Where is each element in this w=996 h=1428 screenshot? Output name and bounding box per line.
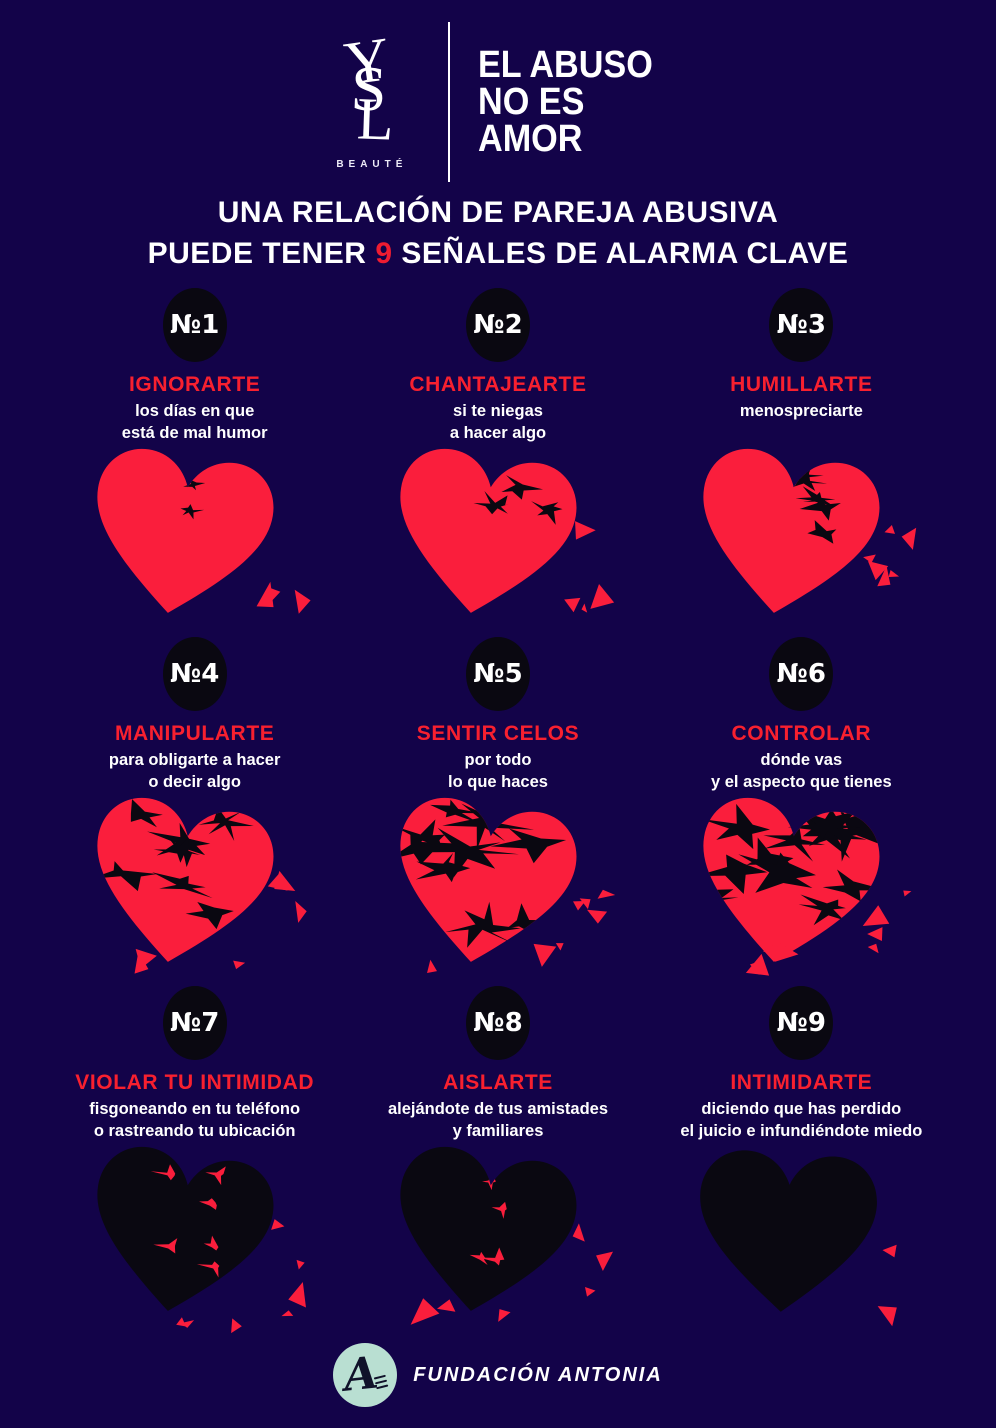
warning-sign-card-4: №4 MANIPULARTE para obligarte a hacer o …	[43, 637, 346, 986]
item-subtitle-line: a hacer algo	[449, 424, 547, 443]
item-subtitle-line: si te niegas	[453, 402, 543, 420]
warning-sign-card-5: №5 SENTIR CELOS por todo lo que haces	[346, 637, 649, 986]
item-number-badge: №4	[162, 637, 227, 711]
item-subtitle-line: lo que haces	[448, 773, 548, 792]
broken-heart-icon	[703, 448, 917, 613]
item-title: VIOLAR TU INTIMIDAD	[75, 1071, 315, 1094]
item-title: CONTROLAR	[731, 722, 872, 745]
item-subtitle-line: está de mal humor	[121, 424, 268, 443]
item-subtitle: alejándote de tus amistades y familiares	[388, 1098, 608, 1146]
item-subtitle-line: por todo	[464, 751, 532, 769]
warning-sign-card-8: №8 AISLARTE alejándote de tus amistades …	[346, 986, 649, 1335]
fundacion-antonia-logo-icon: A	[333, 1343, 398, 1407]
monogram-letter-l: L	[355, 84, 395, 153]
campaign-title: EL ABUSO NO ES AMOR	[477, 43, 653, 160]
item-title: INTIMIDARTE	[730, 1071, 873, 1094]
warning-sign-card-9: №9 INTIMIDARTE diciendo que has perdido …	[650, 986, 953, 1335]
item-subtitle-line: menospreciarte	[739, 402, 863, 420]
ysl-brand-logo: Y S L BEAUTÉ	[324, 25, 420, 170]
item-subtitle: si te niegas a hacer algo	[450, 400, 546, 448]
item-title: AISLARTE	[443, 1071, 553, 1094]
footer: A FUNDACIÓN ANTONIA	[0, 1339, 996, 1411]
page-title-line2: PUEDE TENER 9 SEÑALES DE ALARMA CLAVE	[0, 233, 996, 274]
item-subtitle: menospreciarte	[740, 400, 863, 448]
warning-sign-card-7: №7 VIOLAR TU INTIMIDAD fisgoneando en tu…	[43, 986, 346, 1335]
item-subtitle-line: o decir algo	[148, 773, 241, 792]
item-title: CHANTAJEARTE	[409, 373, 587, 396]
item-subtitle-line: y el aspecto que tienes	[711, 773, 892, 792]
item-subtitle-line: diciendo que has perdido	[701, 1100, 902, 1118]
item-subtitle-line: los días en que	[135, 402, 255, 420]
item-number-badge: №2	[465, 288, 530, 362]
item-subtitle: fisgoneando en tu teléfono o rastreando …	[89, 1098, 300, 1146]
header: Y S L BEAUTÉ EL ABUSO NO ES AMOR	[0, 0, 996, 182]
broken-heart-icon	[400, 448, 615, 613]
item-title: MANIPULARTE	[114, 722, 275, 745]
item-number-badge: №8	[465, 986, 530, 1060]
logo-accent-lines	[373, 1372, 389, 1392]
campaign-line: AMOR	[477, 117, 583, 160]
ysl-monogram-icon: Y S L	[327, 25, 417, 155]
item-subtitle: dónde vas y el aspecto que tienes	[711, 749, 892, 797]
item-subtitle-line: alejándote de tus amistades	[387, 1100, 609, 1118]
brand-subtext: BEAUTÉ	[336, 158, 408, 170]
title-number-9: 9	[375, 237, 393, 270]
item-number-badge: №9	[769, 986, 834, 1060]
item-subtitle: para obligarte a hacer o decir algo	[109, 749, 281, 797]
warning-signs-grid: №1 IGNORARTE los días en que está de mal…	[43, 288, 953, 1335]
item-subtitle-line: fisgoneando en tu teléfono	[89, 1100, 301, 1118]
item-number-badge: №5	[465, 637, 530, 711]
org-name: FUNDACIÓN ANTONIA	[413, 1363, 663, 1386]
item-title: IGNORARTE	[128, 373, 261, 396]
header-divider	[447, 22, 450, 182]
title-line2-post: SEÑALES DE ALARMA CLAVE	[392, 237, 849, 270]
item-subtitle: por todo lo que haces	[448, 749, 548, 797]
page-title: UNA RELACIÓN DE PAREJA ABUSIVA PUEDE TEN…	[0, 192, 996, 274]
warning-sign-card-3: №3 HUMILLARTE menospreciarte	[650, 288, 953, 637]
item-title: SENTIR CELOS	[416, 722, 580, 745]
item-subtitle: los días en que está de mal humor	[122, 400, 268, 448]
item-number-badge: №1	[162, 288, 227, 362]
item-subtitle: diciendo que has perdido el juicio e inf…	[680, 1098, 922, 1146]
item-subtitle-line: o rastreando tu ubicación	[93, 1122, 296, 1141]
campaign-line: EL ABUSO	[477, 43, 653, 86]
item-number-badge: №7	[162, 986, 227, 1060]
campaign-line: NO ES	[477, 80, 585, 123]
black-heart-icon	[700, 1150, 898, 1327]
broken-heart-icon	[387, 797, 616, 974]
warning-sign-card-1: №1 IGNORARTE los días en que está de mal…	[43, 288, 346, 637]
item-number-badge: №6	[769, 637, 834, 711]
title-line2-pre: PUEDE TENER	[147, 237, 376, 270]
item-subtitle-line: para obligarte a hacer	[108, 751, 281, 769]
broken-heart-icon	[97, 448, 311, 614]
page-title-line1: UNA RELACIÓN DE PAREJA ABUSIVA	[217, 196, 779, 229]
item-subtitle-line: el juicio e infundiéndote miedo	[680, 1122, 923, 1141]
warning-sign-card-2: №2 CHANTAJEARTE si te niegas a hacer alg…	[346, 288, 649, 637]
item-number-badge: №3	[769, 288, 834, 362]
warning-sign-card-6: №6 CONTROLAR dónde vas y el aspecto que …	[650, 637, 953, 986]
broken-heart-icon	[400, 1146, 613, 1325]
item-subtitle-line: dónde vas	[760, 751, 843, 769]
broken-heart-icon	[686, 797, 912, 976]
item-subtitle-line: y familiares	[452, 1122, 544, 1141]
item-title: HUMILLARTE	[730, 373, 873, 396]
broken-heart-icon	[97, 1146, 306, 1334]
broken-heart-icon	[89, 797, 307, 974]
